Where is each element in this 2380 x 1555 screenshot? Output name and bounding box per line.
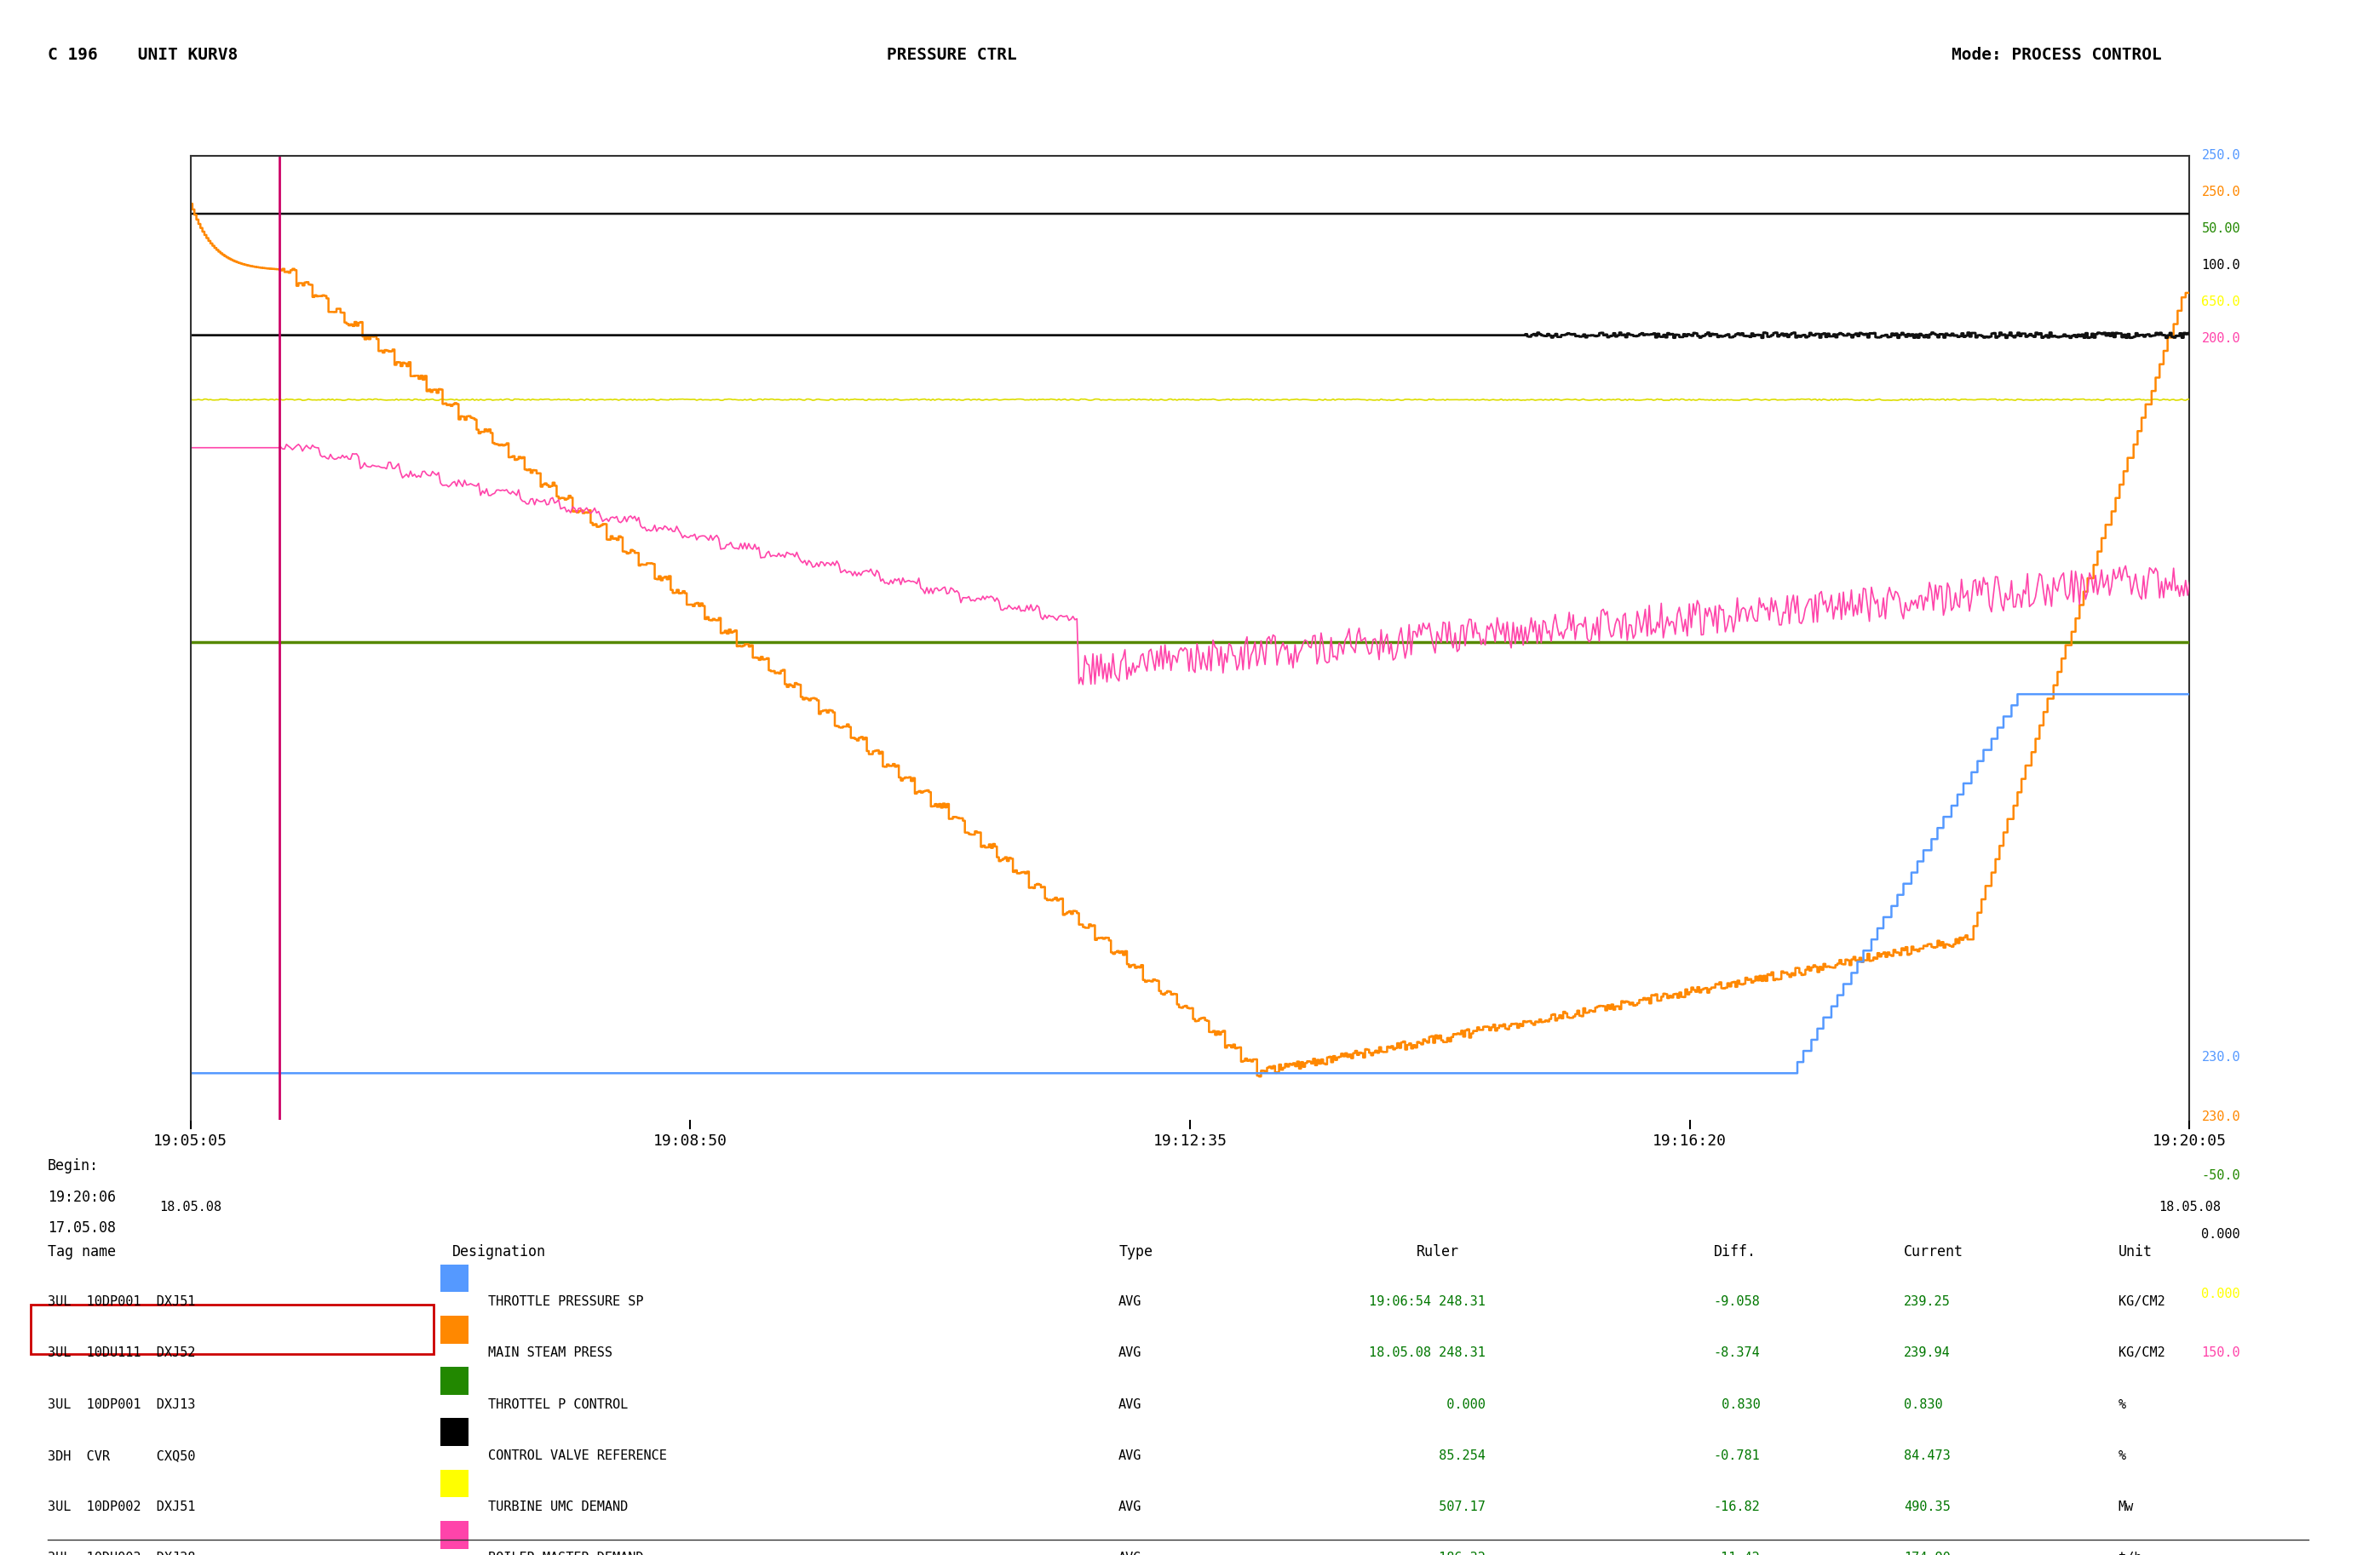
Text: AVG: AVG xyxy=(1119,1501,1142,1513)
Text: 507.17: 507.17 xyxy=(1368,1501,1485,1513)
Text: t/h: t/h xyxy=(2118,1552,2142,1555)
Text: 650.0: 650.0 xyxy=(2202,295,2240,308)
Text: Type: Type xyxy=(1119,1244,1152,1260)
Text: 85.254: 85.254 xyxy=(1368,1449,1485,1462)
Text: KG/CM2: KG/CM2 xyxy=(2118,1347,2166,1359)
Text: Ruler: Ruler xyxy=(1416,1244,1459,1260)
Text: TURBINE UMC DEMAND: TURBINE UMC DEMAND xyxy=(488,1501,628,1513)
Text: 3DH  CVR      CXQ50: 3DH CVR CXQ50 xyxy=(48,1449,195,1462)
Text: KG/CM2: KG/CM2 xyxy=(2118,1295,2166,1308)
Text: THROTTLE PRESSURE SP: THROTTLE PRESSURE SP xyxy=(488,1295,643,1308)
Text: 230.0: 230.0 xyxy=(2202,1051,2240,1064)
Text: Designation: Designation xyxy=(452,1244,545,1260)
Text: AVG: AVG xyxy=(1119,1552,1142,1555)
Text: 3UL  10DP002  DXJ51: 3UL 10DP002 DXJ51 xyxy=(48,1501,195,1513)
Text: 200.0: 200.0 xyxy=(2202,333,2240,345)
Text: -9.058: -9.058 xyxy=(1714,1295,1761,1308)
Text: THROTTEL P CONTROL: THROTTEL P CONTROL xyxy=(488,1398,628,1410)
Text: 18.05.08: 18.05.08 xyxy=(2159,1200,2221,1213)
Text: -16.82: -16.82 xyxy=(1714,1501,1761,1513)
Text: 3UL  10DU003  DXJ38: 3UL 10DU003 DXJ38 xyxy=(48,1552,195,1555)
Text: 250.0: 250.0 xyxy=(2202,149,2240,162)
Text: 250.0: 250.0 xyxy=(2202,185,2240,199)
Text: AVG: AVG xyxy=(1119,1347,1142,1359)
Text: 19:20:06: 19:20:06 xyxy=(48,1190,117,1205)
Text: C 196    UNIT KURV8: C 196 UNIT KURV8 xyxy=(48,47,238,62)
Text: 0.830: 0.830 xyxy=(1904,1398,1942,1410)
Text: 18.05.08 248.31: 18.05.08 248.31 xyxy=(1368,1347,1485,1359)
Text: -50.0: -50.0 xyxy=(2202,1169,2240,1182)
Text: CONTROL VALVE REFERENCE: CONTROL VALVE REFERENCE xyxy=(488,1449,666,1462)
Text: 186.32: 186.32 xyxy=(1368,1552,1485,1555)
Text: 3UL  10DP001  DXJ13: 3UL 10DP001 DXJ13 xyxy=(48,1398,195,1410)
Text: Mode: PROCESS CONTROL: Mode: PROCESS CONTROL xyxy=(1952,47,2161,62)
Text: 3UL  10DU111  DXJ52: 3UL 10DU111 DXJ52 xyxy=(48,1347,195,1359)
Text: Diff.: Diff. xyxy=(1714,1244,1756,1260)
Text: Begin:: Begin: xyxy=(48,1158,98,1174)
Text: 19:06:54 248.31: 19:06:54 248.31 xyxy=(1368,1295,1485,1308)
Text: -11.42: -11.42 xyxy=(1714,1552,1761,1555)
Text: 17.05.08: 17.05.08 xyxy=(48,1221,117,1236)
Text: 50.00: 50.00 xyxy=(2202,222,2240,235)
Text: 239.25: 239.25 xyxy=(1904,1295,1952,1308)
Text: 18.05.08: 18.05.08 xyxy=(159,1200,221,1213)
Text: AVG: AVG xyxy=(1119,1295,1142,1308)
Text: 174.90: 174.90 xyxy=(1904,1552,1952,1555)
Text: 239.94: 239.94 xyxy=(1904,1347,1952,1359)
Text: AVG: AVG xyxy=(1119,1398,1142,1410)
Text: 490.35: 490.35 xyxy=(1904,1501,1952,1513)
Text: %: % xyxy=(2118,1449,2125,1462)
Text: 230.0: 230.0 xyxy=(2202,1110,2240,1123)
Text: -0.781: -0.781 xyxy=(1714,1449,1761,1462)
Text: Current: Current xyxy=(1904,1244,1964,1260)
Text: %: % xyxy=(2118,1398,2125,1410)
Text: Unit: Unit xyxy=(2118,1244,2152,1260)
Text: Mw: Mw xyxy=(2118,1501,2135,1513)
Text: BOILER MASTER DEMAND: BOILER MASTER DEMAND xyxy=(488,1552,643,1555)
Text: AVG: AVG xyxy=(1119,1449,1142,1462)
Text: 100.0: 100.0 xyxy=(2202,260,2240,272)
Text: 84.473: 84.473 xyxy=(1904,1449,1952,1462)
Text: 0.830: 0.830 xyxy=(1714,1398,1761,1410)
Text: Tag name: Tag name xyxy=(48,1244,117,1260)
Text: 0.000: 0.000 xyxy=(2202,1288,2240,1300)
Text: PRESSURE CTRL: PRESSURE CTRL xyxy=(888,47,1016,62)
Text: MAIN STEAM PRESS: MAIN STEAM PRESS xyxy=(488,1347,612,1359)
Text: 0.000: 0.000 xyxy=(1368,1398,1485,1410)
Text: 3UL  10DP001  DXJ51: 3UL 10DP001 DXJ51 xyxy=(48,1295,195,1308)
Text: 150.0: 150.0 xyxy=(2202,1347,2240,1359)
Text: 0.000: 0.000 xyxy=(2202,1228,2240,1241)
Text: -8.374: -8.374 xyxy=(1714,1347,1761,1359)
